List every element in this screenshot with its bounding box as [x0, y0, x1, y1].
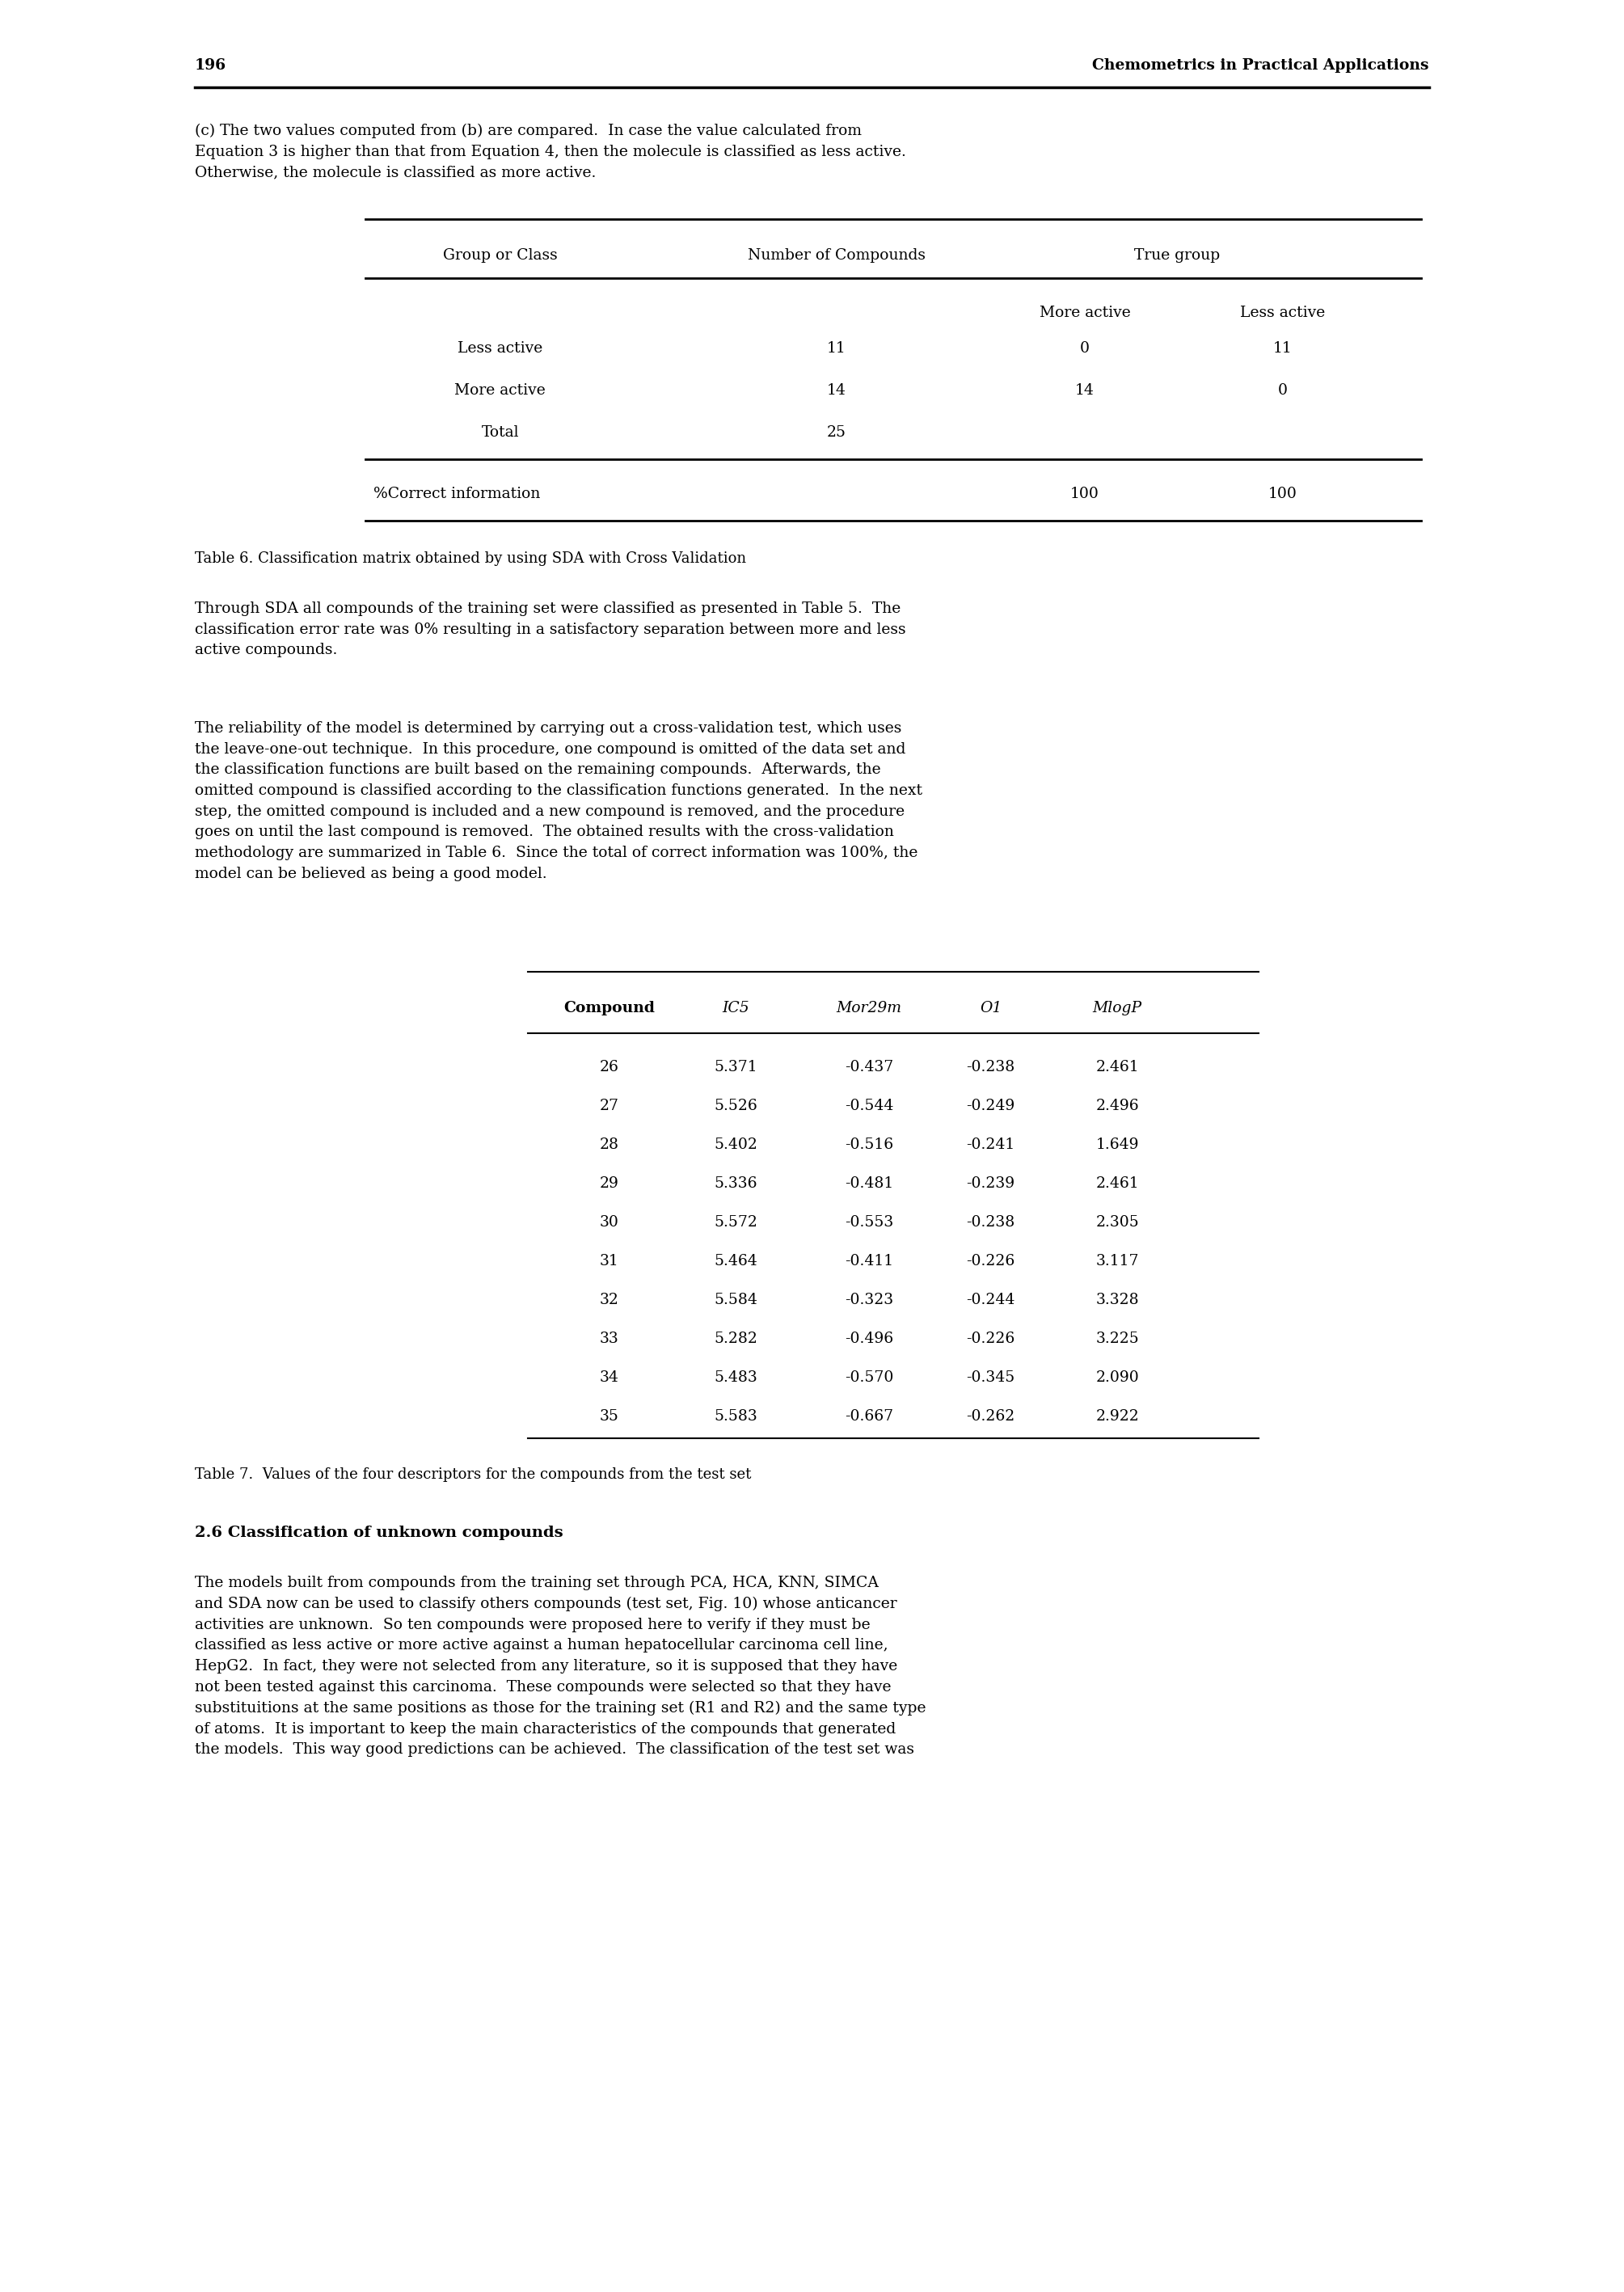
- Text: 25: 25: [827, 426, 846, 440]
- Text: The models built from compounds from the training set through PCA, HCA, KNN, SIM: The models built from compounds from the…: [195, 1575, 926, 1758]
- Text: 31: 31: [599, 1254, 619, 1267]
- Text: Through SDA all compounds of the training set were classified as presented in Ta: Through SDA all compounds of the trainin…: [195, 601, 906, 658]
- Text: -0.226: -0.226: [966, 1332, 1015, 1345]
- Text: 5.526: 5.526: [715, 1098, 757, 1114]
- Text: (c) The two values computed from (b) are compared.  In case the value calculated: (c) The two values computed from (b) are…: [195, 124, 906, 181]
- Text: More active: More active: [1039, 305, 1130, 321]
- Text: -0.496: -0.496: [844, 1332, 893, 1345]
- Text: 29: 29: [599, 1176, 619, 1192]
- Text: Chemometrics in Practical Applications: Chemometrics in Practical Applications: [1093, 57, 1429, 73]
- Text: -0.437: -0.437: [844, 1059, 893, 1075]
- Text: 2.305: 2.305: [1096, 1215, 1138, 1231]
- Text: Total: Total: [481, 426, 520, 440]
- Text: The reliability of the model is determined by carrying out a cross-validation te: The reliability of the model is determin…: [195, 722, 922, 880]
- Text: Compound: Compound: [564, 1002, 654, 1015]
- Text: 2.090: 2.090: [1096, 1371, 1138, 1384]
- Text: 3.328: 3.328: [1096, 1293, 1138, 1306]
- Text: 5.483: 5.483: [715, 1371, 757, 1384]
- Text: Group or Class: Group or Class: [443, 248, 557, 264]
- Text: 5.402: 5.402: [715, 1137, 757, 1153]
- Text: 2.496: 2.496: [1096, 1098, 1138, 1114]
- Text: 2.922: 2.922: [1096, 1410, 1138, 1423]
- Text: -0.516: -0.516: [844, 1137, 893, 1153]
- Text: True group: True group: [1135, 248, 1220, 264]
- Text: 14: 14: [827, 383, 846, 399]
- Text: 0: 0: [1080, 342, 1090, 355]
- Text: 11: 11: [827, 342, 846, 355]
- Text: %Correct information: %Correct information: [374, 486, 541, 502]
- Text: Mor29m: Mor29m: [836, 1002, 901, 1015]
- Text: -0.323: -0.323: [844, 1293, 893, 1306]
- Text: 5.282: 5.282: [715, 1332, 757, 1345]
- Text: -0.226: -0.226: [966, 1254, 1015, 1267]
- Text: 32: 32: [599, 1293, 619, 1306]
- Text: -0.262: -0.262: [966, 1410, 1015, 1423]
- Text: More active: More active: [455, 383, 546, 399]
- Text: 1.649: 1.649: [1096, 1137, 1138, 1153]
- Text: 100: 100: [1070, 486, 1099, 502]
- Text: -0.239: -0.239: [966, 1176, 1015, 1192]
- Text: Less active: Less active: [1241, 305, 1325, 321]
- Text: 100: 100: [1268, 486, 1298, 502]
- Text: 26: 26: [599, 1059, 619, 1075]
- Text: -0.241: -0.241: [966, 1137, 1015, 1153]
- Text: 5.572: 5.572: [715, 1215, 757, 1231]
- Text: 5.336: 5.336: [715, 1176, 757, 1192]
- Text: -0.667: -0.667: [844, 1410, 893, 1423]
- Text: 3.117: 3.117: [1096, 1254, 1138, 1267]
- Text: Table 7.  Values of the four descriptors for the compounds from the test set: Table 7. Values of the four descriptors …: [195, 1467, 752, 1483]
- Text: 5.464: 5.464: [715, 1254, 757, 1267]
- Text: Number of Compounds: Number of Compounds: [747, 248, 926, 264]
- Text: -0.238: -0.238: [966, 1215, 1015, 1231]
- Text: -0.244: -0.244: [966, 1293, 1015, 1306]
- Text: 2.6 Classification of unknown compounds: 2.6 Classification of unknown compounds: [195, 1526, 564, 1540]
- Text: Table 6. Classification matrix obtained by using SDA with Cross Validation: Table 6. Classification matrix obtained …: [195, 552, 747, 566]
- Text: O1: O1: [979, 1002, 1002, 1015]
- Text: 196: 196: [195, 57, 226, 73]
- Text: 33: 33: [599, 1332, 619, 1345]
- Text: -0.249: -0.249: [966, 1098, 1015, 1114]
- Text: -0.481: -0.481: [844, 1176, 893, 1192]
- Text: 27: 27: [599, 1098, 619, 1114]
- Text: 28: 28: [599, 1137, 619, 1153]
- Text: IC5: IC5: [723, 1002, 749, 1015]
- Text: -0.544: -0.544: [844, 1098, 893, 1114]
- Text: 5.371: 5.371: [715, 1059, 757, 1075]
- Text: 0: 0: [1278, 383, 1288, 399]
- Text: 5.583: 5.583: [715, 1410, 757, 1423]
- Text: 35: 35: [599, 1410, 619, 1423]
- Text: 14: 14: [1075, 383, 1095, 399]
- Text: -0.553: -0.553: [844, 1215, 893, 1231]
- Text: 30: 30: [599, 1215, 619, 1231]
- Text: 3.225: 3.225: [1096, 1332, 1138, 1345]
- Text: 2.461: 2.461: [1096, 1176, 1138, 1192]
- Text: -0.345: -0.345: [966, 1371, 1015, 1384]
- Text: Less active: Less active: [458, 342, 542, 355]
- Text: 34: 34: [599, 1371, 619, 1384]
- Text: 11: 11: [1273, 342, 1293, 355]
- Text: 2.461: 2.461: [1096, 1059, 1138, 1075]
- Text: MlogP: MlogP: [1093, 1002, 1142, 1015]
- Text: -0.570: -0.570: [844, 1371, 893, 1384]
- Text: -0.411: -0.411: [844, 1254, 893, 1267]
- Text: -0.238: -0.238: [966, 1059, 1015, 1075]
- Text: 5.584: 5.584: [715, 1293, 757, 1306]
